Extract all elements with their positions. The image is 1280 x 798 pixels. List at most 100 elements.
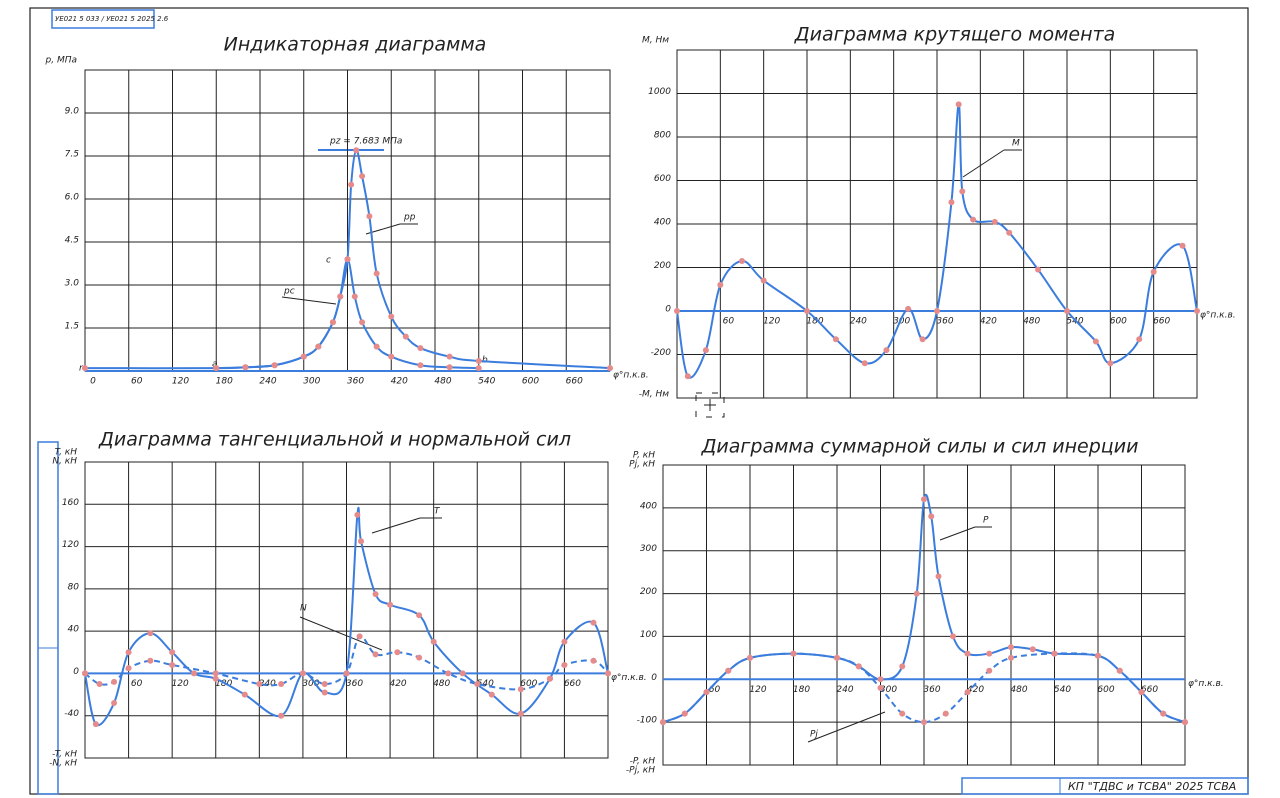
x-tick-label: 240 — [259, 679, 276, 689]
y-axis-label: p, МПа — [45, 56, 77, 66]
title-block-text: КП "ТДВС и ТСВА" 2025 ТСВА — [1068, 780, 1236, 793]
data-point — [1008, 644, 1014, 651]
data-point — [919, 336, 926, 343]
y-tick-label: 4.5 — [65, 236, 80, 246]
annotation: Pj — [810, 730, 818, 740]
x-tick-label: 480 — [1023, 317, 1040, 327]
data-point — [372, 651, 379, 658]
data-point — [955, 101, 962, 108]
data-point — [1092, 338, 1099, 345]
data-point — [517, 710, 524, 717]
y-axis-label: M, Нм — [642, 36, 669, 46]
data-point — [739, 257, 745, 264]
data-point — [986, 667, 993, 674]
data-point — [517, 686, 524, 693]
x-tick-label: 60 — [131, 679, 143, 689]
chart-title: Диаграмма тангенциальной и нормальной си… — [98, 429, 571, 451]
data-point — [1194, 308, 1200, 314]
y-tick-label: 80 — [68, 582, 80, 592]
x-tick-label: 0 — [90, 377, 96, 387]
y-tick-label: 0 — [651, 673, 657, 683]
data-point — [834, 654, 840, 661]
x-tick-label: 360 — [347, 377, 364, 387]
data-point — [861, 360, 868, 367]
data-point — [388, 353, 395, 360]
chart-title: Диаграмма крутящего момента — [794, 24, 1116, 46]
x-tick-label: 600 — [1110, 317, 1127, 327]
leader — [371, 517, 421, 534]
data-point — [607, 365, 613, 372]
x-axis-label: φ°п.к.в. — [613, 371, 649, 381]
annotation: N — [300, 604, 307, 614]
y-tick-label: 400 — [654, 218, 671, 228]
x-tick-label: 600 — [1097, 685, 1114, 695]
y-tick-label: -100 — [637, 716, 658, 726]
x-tick-label: 420 — [967, 685, 984, 695]
x-tick-label: 240 — [259, 377, 276, 387]
data-point — [905, 305, 912, 312]
y-tick-label: 1000 — [648, 87, 671, 97]
y-tick-label: 160 — [62, 498, 79, 508]
data-point — [877, 676, 884, 683]
annotation: T — [434, 507, 441, 517]
y-axis-label: -Pj, кН — [626, 766, 655, 776]
y-axis-label: N, кН — [52, 457, 77, 467]
data-point — [1008, 654, 1014, 661]
data-point — [928, 513, 935, 520]
data-point — [343, 670, 350, 677]
y-axis-label: -M, Нм — [639, 390, 670, 400]
y-tick-label: 3.0 — [65, 279, 80, 289]
data-point — [760, 277, 767, 284]
x-tick-label: 600 — [520, 679, 537, 689]
x-tick-label: 480 — [1010, 685, 1027, 695]
data-point — [1095, 652, 1101, 659]
data-point — [684, 373, 691, 380]
data-point — [213, 365, 220, 372]
data-point — [354, 511, 361, 518]
data-point — [546, 675, 553, 682]
data-point — [387, 601, 394, 608]
data-point — [416, 654, 423, 661]
data-point — [660, 719, 666, 726]
data-point — [717, 281, 724, 288]
data-point — [942, 710, 949, 717]
data-point — [964, 689, 971, 696]
x-tick-label: 660 — [564, 679, 581, 689]
data-point — [373, 270, 380, 277]
x-tick-label: 360 — [923, 685, 940, 695]
data-point — [747, 654, 753, 661]
data-point — [934, 308, 940, 314]
series-line — [662, 652, 1186, 724]
data-point — [1029, 646, 1036, 653]
data-point — [111, 678, 118, 685]
data-point — [394, 649, 401, 656]
y-axis-label: -N, кН — [49, 759, 77, 769]
data-point — [899, 663, 906, 670]
x-axis-label: φ°п.к.в. — [611, 673, 647, 683]
data-point — [475, 357, 482, 364]
x-tick-label: 180 — [215, 679, 232, 689]
leader — [281, 296, 337, 305]
x-tick-label: 540 — [477, 679, 494, 689]
data-point — [590, 619, 597, 626]
data-point — [147, 657, 154, 664]
data-point — [242, 364, 249, 371]
annotation: P — [983, 516, 989, 526]
data-point — [169, 661, 176, 668]
x-tick-label: 600 — [522, 377, 539, 387]
y-tick-label: 200 — [654, 261, 671, 271]
data-point — [373, 343, 380, 350]
y-tick-label: 200 — [640, 587, 657, 597]
x-tick-label: 300 — [880, 685, 897, 695]
y-tick-label: 1.5 — [65, 322, 80, 332]
data-point — [278, 681, 285, 687]
x-tick-label: 300 — [303, 377, 320, 387]
data-point — [299, 670, 306, 677]
frame — [29, 7, 1249, 795]
data-point — [417, 345, 424, 352]
data-point — [986, 650, 993, 657]
data-point — [256, 681, 263, 687]
x-tick-label: 360 — [936, 317, 953, 327]
data-point — [1035, 266, 1042, 273]
